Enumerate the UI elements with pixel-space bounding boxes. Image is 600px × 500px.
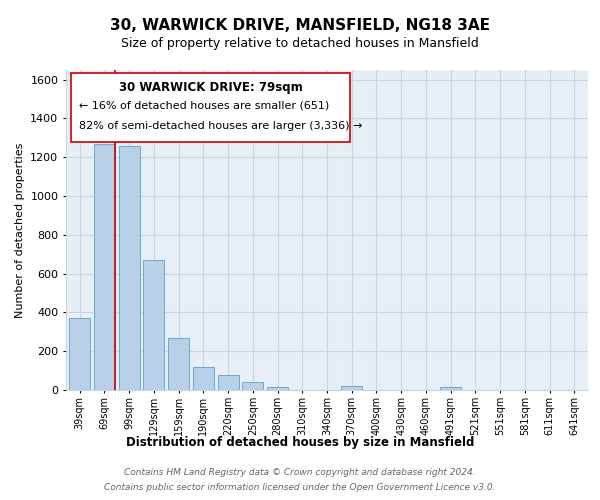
Bar <box>94 144 115 390</box>
Bar <box>193 366 214 390</box>
Bar <box>143 260 164 390</box>
Bar <box>341 386 362 390</box>
Y-axis label: Number of detached properties: Number of detached properties <box>14 142 25 318</box>
FancyBboxPatch shape <box>71 73 350 142</box>
Bar <box>267 387 288 390</box>
Bar <box>119 146 140 390</box>
Text: Size of property relative to detached houses in Mansfield: Size of property relative to detached ho… <box>121 38 479 51</box>
Bar <box>218 376 239 390</box>
Text: ← 16% of detached houses are smaller (651): ← 16% of detached houses are smaller (65… <box>79 100 329 110</box>
Bar <box>168 338 189 390</box>
Text: 82% of semi-detached houses are larger (3,336) →: 82% of semi-detached houses are larger (… <box>79 121 362 131</box>
Text: Contains public sector information licensed under the Open Government Licence v3: Contains public sector information licen… <box>104 483 496 492</box>
Text: Distribution of detached houses by size in Mansfield: Distribution of detached houses by size … <box>126 436 474 449</box>
Bar <box>440 387 461 390</box>
Bar <box>242 382 263 390</box>
Bar <box>69 318 90 390</box>
Text: 30, WARWICK DRIVE, MANSFIELD, NG18 3AE: 30, WARWICK DRIVE, MANSFIELD, NG18 3AE <box>110 18 490 32</box>
Text: Contains HM Land Registry data © Crown copyright and database right 2024.: Contains HM Land Registry data © Crown c… <box>124 468 476 477</box>
Text: 30 WARWICK DRIVE: 79sqm: 30 WARWICK DRIVE: 79sqm <box>119 81 303 94</box>
